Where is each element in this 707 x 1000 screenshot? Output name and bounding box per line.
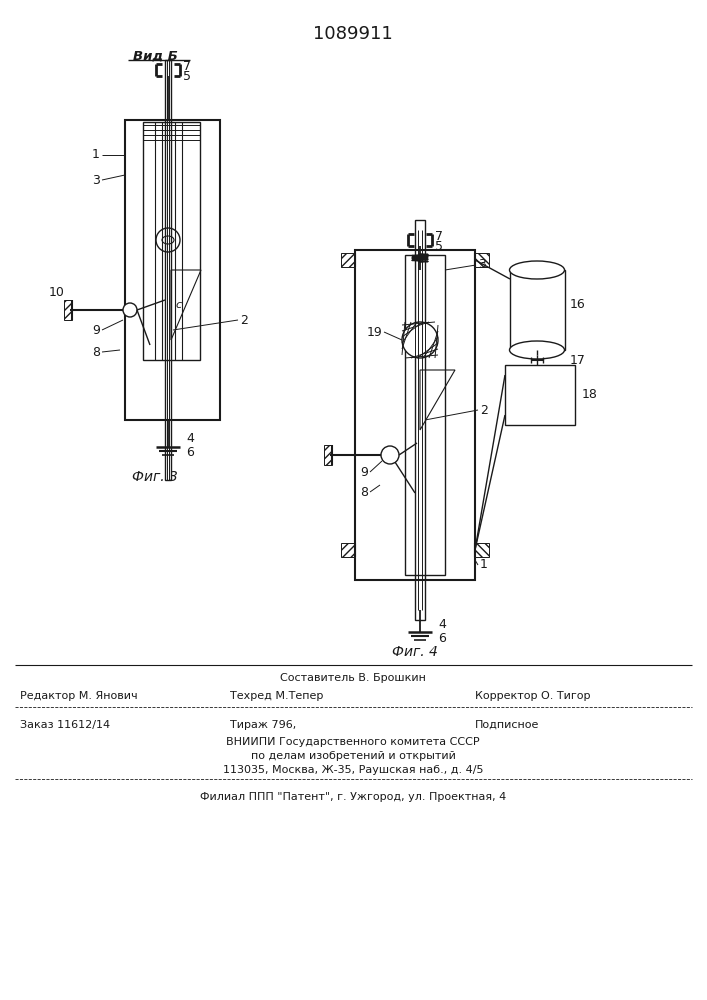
Text: 8: 8 <box>92 346 100 359</box>
Text: 7: 7 <box>183 60 191 73</box>
Ellipse shape <box>510 341 564 359</box>
Text: 17: 17 <box>570 354 586 366</box>
Text: Подписное: Подписное <box>475 720 539 730</box>
Bar <box>475 253 489 267</box>
Text: 6: 6 <box>186 446 194 458</box>
Text: 9: 9 <box>360 466 368 479</box>
Text: 113035, Москва, Ж-35, Раушская наб., д. 4/5: 113035, Москва, Ж-35, Раушская наб., д. … <box>223 765 484 775</box>
Bar <box>125 120 220 420</box>
Circle shape <box>381 446 399 464</box>
Text: по делам изобретений и открытий: по делам изобретений и открытий <box>250 751 455 761</box>
Text: 2: 2 <box>240 314 248 326</box>
Bar <box>64 300 72 320</box>
Ellipse shape <box>510 261 564 279</box>
Text: Фиг. 4: Фиг. 4 <box>392 645 438 659</box>
Bar <box>415 220 425 620</box>
Bar <box>510 270 565 350</box>
Bar <box>405 255 445 575</box>
Text: 7: 7 <box>435 230 443 242</box>
Circle shape <box>402 322 438 358</box>
Text: 1: 1 <box>480 558 488 572</box>
Text: 3: 3 <box>92 174 100 186</box>
Text: 2: 2 <box>480 403 488 416</box>
Text: Составитель В. Брошкин: Составитель В. Брошкин <box>280 673 426 683</box>
Text: Тираж 796,: Тираж 796, <box>230 720 296 730</box>
Text: 18: 18 <box>582 388 598 401</box>
Text: Редактор М. Янович: Редактор М. Янович <box>20 691 138 701</box>
Text: Филиал ППП "Патент", г. Ужгород, ул. Проектная, 4: Филиал ППП "Патент", г. Ужгород, ул. Про… <box>200 792 506 802</box>
Text: 5: 5 <box>435 239 443 252</box>
Bar <box>475 543 489 557</box>
Circle shape <box>123 303 137 317</box>
Text: Корректор О. Тигор: Корректор О. Тигор <box>475 691 590 701</box>
Text: Заказ 11612/14: Заказ 11612/14 <box>20 720 110 730</box>
Text: 4: 4 <box>438 618 446 632</box>
Bar <box>165 60 171 480</box>
Bar <box>341 253 355 267</box>
Text: 19: 19 <box>366 326 382 338</box>
Text: 8: 8 <box>360 486 368 498</box>
Text: Техред М.Тепер: Техред М.Тепер <box>230 691 323 701</box>
Text: 1: 1 <box>92 148 100 161</box>
Bar <box>355 250 475 580</box>
Text: 4: 4 <box>186 432 194 444</box>
Bar <box>341 543 355 557</box>
Text: 1089911: 1089911 <box>313 25 393 43</box>
Text: 9: 9 <box>92 324 100 336</box>
Text: 10: 10 <box>49 286 65 298</box>
Bar <box>324 445 332 465</box>
Text: c: c <box>175 300 181 310</box>
Text: 16: 16 <box>570 298 586 312</box>
Text: 6: 6 <box>438 632 446 645</box>
Text: Вид Б: Вид Б <box>132 50 177 63</box>
Bar <box>505 365 575 425</box>
Text: ВНИИПИ Государственного комитета СССР: ВНИИПИ Государственного комитета СССР <box>226 737 480 747</box>
Text: 3: 3 <box>478 258 486 271</box>
Text: Фиг. 3: Фиг. 3 <box>132 470 178 484</box>
Bar <box>143 122 200 360</box>
Ellipse shape <box>162 236 174 244</box>
Text: 5: 5 <box>183 70 191 83</box>
